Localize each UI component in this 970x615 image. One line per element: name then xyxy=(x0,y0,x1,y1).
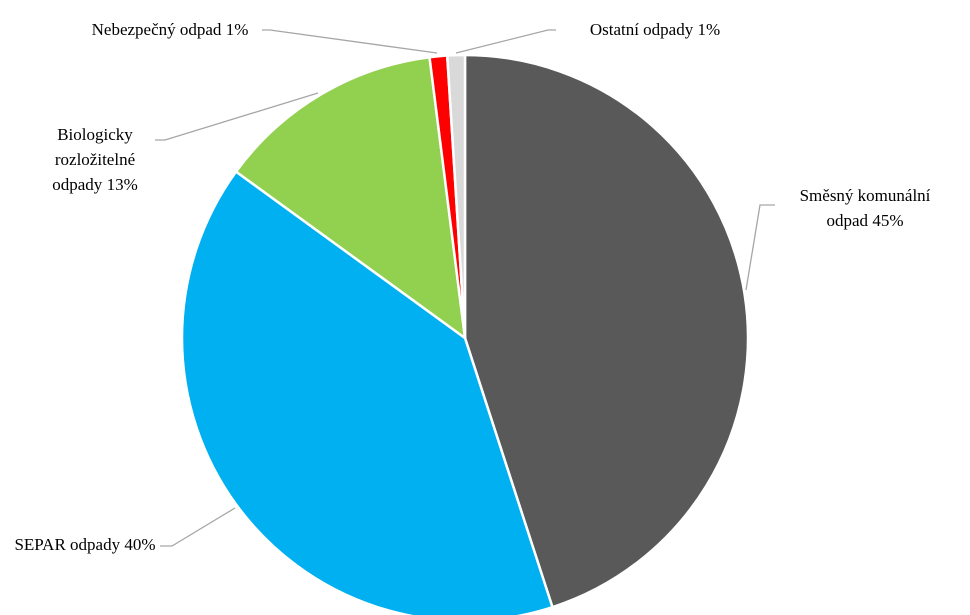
category-label: Ostatní odpady xyxy=(589,20,694,39)
data-label: Směsný komunální odpad 45% xyxy=(765,183,965,233)
value-label: 1% xyxy=(697,20,721,39)
value-label: 45% xyxy=(872,211,904,230)
category-label: Směsný komunální odpad xyxy=(799,186,931,230)
value-label: 1% xyxy=(225,20,249,39)
pie-slice xyxy=(463,53,750,609)
leader-line xyxy=(745,204,775,291)
leader-line xyxy=(455,29,556,54)
data-label: SEPAR odpady 40% xyxy=(5,532,165,557)
category-label: SEPAR odpady xyxy=(14,535,121,554)
value-label: 40% xyxy=(124,535,156,554)
leader-line xyxy=(160,507,236,547)
leader-line xyxy=(155,92,319,141)
pie-slice xyxy=(445,53,467,339)
data-label: Biologicky rozložitelné odpady 13% xyxy=(20,122,170,197)
category-label: Nebezpečný odpad xyxy=(91,20,222,39)
pie-slice xyxy=(234,55,467,341)
category-label: Biologicky rozložitelné odpady xyxy=(52,125,136,194)
pie-slice xyxy=(180,169,555,615)
value-label: 13% xyxy=(106,175,138,194)
data-label: Nebezpečný odpad 1% xyxy=(60,17,280,42)
data-label: Ostatní odpady 1% xyxy=(555,17,755,42)
leader-line xyxy=(262,29,438,54)
